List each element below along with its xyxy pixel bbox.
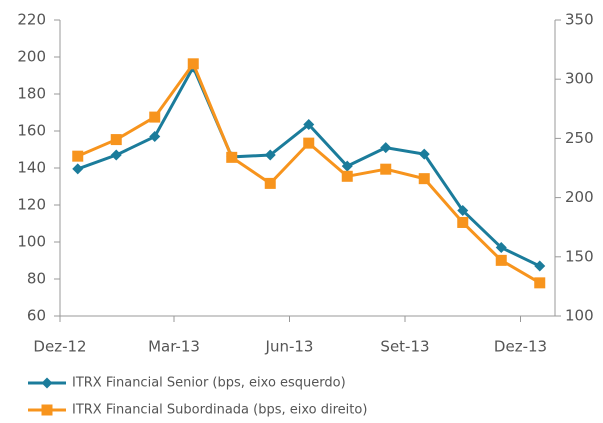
y2-tick-label: 300: [565, 70, 594, 88]
legend-marker: [41, 404, 53, 416]
y-tick-label: 160: [17, 122, 46, 140]
x-tick-label: Dez-12: [33, 338, 86, 356]
y-tick-label: 60: [27, 307, 46, 325]
y-tick-label: 140: [17, 159, 46, 177]
point: [457, 216, 469, 228]
point: [149, 111, 161, 123]
y2-tick-label: 350: [565, 11, 594, 29]
legend-marker: [41, 377, 53, 389]
point: [534, 260, 546, 272]
point: [187, 58, 199, 70]
y2-tick-label: 100: [565, 307, 594, 325]
y-tick-label: 200: [17, 48, 46, 66]
point: [226, 151, 238, 163]
point: [495, 254, 507, 266]
y2-tick-label: 200: [565, 188, 594, 206]
series-line: [77, 63, 541, 268]
y2-tick-label: 150: [565, 247, 594, 265]
point: [303, 137, 315, 149]
point: [149, 131, 161, 143]
y-tick-label: 80: [27, 270, 46, 288]
point: [418, 173, 430, 185]
point: [341, 160, 353, 172]
point: [380, 142, 392, 154]
x-tick-label: Mar-13: [148, 338, 200, 356]
y-tick-label: 100: [17, 233, 46, 251]
point: [264, 177, 276, 189]
point: [495, 242, 507, 254]
point: [264, 149, 276, 161]
x-tick-label: Jun-13: [265, 338, 314, 356]
point: [110, 134, 122, 146]
y2-tick-label: 250: [565, 129, 594, 147]
x-tick-label: Dez-13: [494, 338, 547, 356]
point: [72, 150, 84, 162]
y-tick-label: 180: [17, 85, 46, 103]
point: [380, 163, 392, 175]
legend-label: ITRX Financial Subordinada (bps, eixo di…: [72, 403, 367, 418]
point: [72, 163, 84, 175]
point: [457, 205, 469, 217]
point: [303, 119, 315, 131]
legend-label: ITRX Financial Senior (bps, eixo esquerd…: [72, 376, 346, 391]
point: [418, 148, 430, 160]
x-tick-label: Set-13: [380, 338, 429, 356]
point: [341, 170, 353, 182]
series-line: [77, 60, 541, 285]
y-tick-label: 120: [17, 196, 46, 214]
y-tick-label: 220: [17, 11, 46, 29]
point: [534, 277, 546, 289]
point: [110, 149, 122, 161]
